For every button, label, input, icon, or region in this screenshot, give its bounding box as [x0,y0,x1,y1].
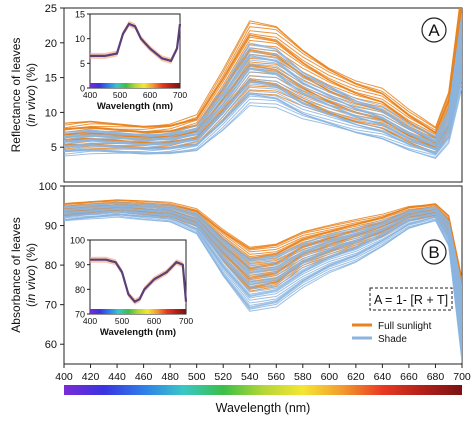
inset-x-tick-label: 600 [143,90,157,100]
x-tick-label: 440 [108,371,126,383]
inset-x-tick-label: 500 [115,316,129,326]
series-line [64,17,462,140]
plot-frame [63,185,463,365]
series-line [64,210,462,339]
inset-x-tick-label: 500 [113,90,127,100]
inset-x-tick-label: 600 [147,316,161,326]
inset-y-tick-label: 15 [75,10,85,20]
y-axis-label-line1: Reflectance of leaves [9,38,23,153]
x-tick-label: 600 [321,371,339,383]
x-tick-label: 420 [82,371,100,383]
curve-bundle [64,199,462,363]
y-tick-label: 20 [45,38,57,50]
series-line [64,216,462,363]
y-tick-label: 10 [45,107,57,119]
inset-y-tick-label: 90 [75,260,85,270]
inset-y-tick-label: 0 [80,84,85,94]
x-axis-label: Wavelength (nm) [216,401,311,415]
y-axis-label-suffix: (%) [24,63,38,82]
y-axis-label-italic: in vivo [24,89,38,123]
inset-x-axis-label: Wavelength (nm) [97,101,173,112]
series-line [64,207,462,322]
inset-y-tick-label: 5 [80,59,85,69]
series-line [64,213,462,355]
inset-x-axis-label: Wavelength (nm) [100,327,176,338]
y-axis-label: Reflectance of leaves [9,38,23,153]
y-tick-label: 70 [45,300,57,312]
series-line [64,202,462,290]
x-tick-label: 620 [347,371,365,383]
series-line [64,204,462,306]
x-tick-label: 480 [161,371,179,383]
y-tick-label: 90 [45,221,57,233]
x-tick-label: 400 [55,371,73,383]
legend-label: Full sunlight [378,321,432,332]
inset-x-tick-label: 400 [83,90,97,100]
inset-y-tick-label: 80 [75,285,85,295]
x-tick-label: 500 [188,371,206,383]
panel-a: 5 10 15 20 25 A Reflectance of leaves (in vivo)… [9,3,463,183]
formula-box [369,287,453,311]
x-tick-label: 580 [294,371,312,383]
series-line [64,8,462,133]
series-1 [64,202,462,363]
panel-label: A [428,21,440,40]
x-tick-label: 540 [241,371,259,383]
inset-x-tick-label: 700 [179,316,193,326]
x-tick-label: 700 [453,371,471,383]
x-tick-label: 640 [374,371,392,383]
inset-y-tick-label: 100 [70,236,85,246]
y-tick-label: 25 [45,3,57,15]
inset-colorbar [90,309,186,314]
panel-label-circle [421,17,447,43]
y-tick-label: 100 [39,181,57,193]
formula-text: A = 1- [R + T] [374,293,448,307]
legend-label: Shade [378,334,407,345]
y-axis-label-italic: in vivo [24,269,38,303]
x-axis-and-colorbar: 400 420 440 460 480 500 520 540 560 580 600 620 640 6… [55,364,471,415]
inset-y-tick-label: 10 [75,34,85,44]
inset-colorbar [90,83,180,88]
x-tick-label: 660 [400,371,418,383]
series-line [64,50,462,149]
y-axis-label-line2: (in vivo) (%) [24,63,38,127]
panel-label: B [428,243,439,262]
inset-mean-line [90,22,182,63]
x-tick-label: 460 [135,371,153,383]
inset-sd-band [90,20,180,64]
y-tick-label: 60 [45,339,57,351]
inset-x-tick-label: 700 [173,90,187,100]
series-line [64,8,460,128]
y-axis-label-line1: Absorbance of leaves [9,217,23,332]
x-tick-label: 680 [427,371,445,383]
x-tick-label: 560 [268,371,286,383]
y-axis-label: Absorbance of leaves [9,217,23,332]
inset-mean-line [90,258,188,304]
inset-y-tick-label: 70 [75,310,85,320]
y-axis-label-line2: (in vivo) (%) [24,243,38,307]
spectrum-colorbar [64,385,462,395]
series-line [64,8,461,132]
inset-x-tick-label: 400 [83,316,97,326]
y-tick-label: 5 [51,142,57,154]
series-line [64,57,462,151]
y-tick-label: 15 [45,73,57,85]
y-axis-label-suffix: (%) [24,243,38,262]
plot-frame [63,7,463,183]
curve-bundle [64,8,462,159]
panel-b: 60 70 80 90 100 B Absorbance of leaves (in vivo… [9,181,463,365]
x-tick-label: 520 [214,371,232,383]
series-1 [64,12,462,159]
y-tick-label: 80 [45,260,57,272]
panel-label-circle [421,239,447,265]
series-line [64,31,462,144]
series-line [64,12,462,137]
